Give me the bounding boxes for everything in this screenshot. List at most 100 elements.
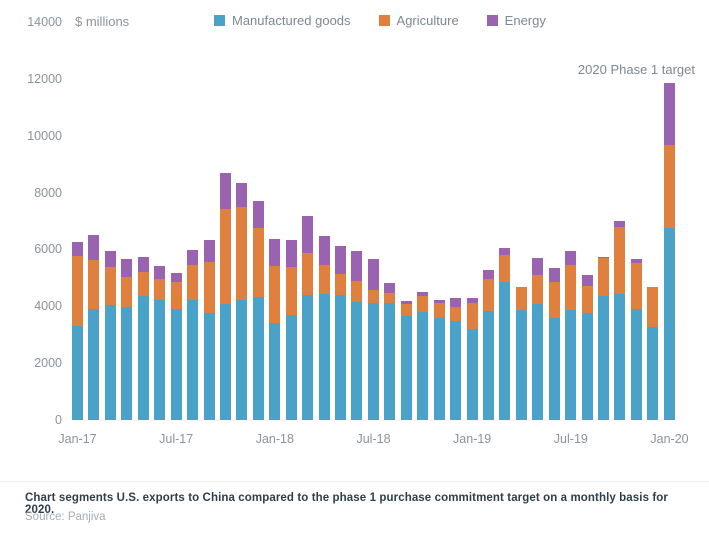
bar-dec-19 [647, 22, 659, 420]
bar-segment-energy [88, 235, 100, 260]
phase1-target-annotation: 2020 Phase 1 target [577, 62, 695, 77]
bar-segment-manufactured-goods [614, 293, 626, 420]
bar-segment-energy [170, 273, 182, 282]
bar-may-19 [532, 22, 544, 420]
bar-aug-18 [384, 22, 396, 420]
bar-jun-17 [154, 22, 166, 420]
bar-oct-17 [219, 22, 231, 420]
x-tick-label-jan-20: Jan-20 [650, 432, 689, 446]
bar-segment-energy [154, 265, 166, 279]
bar-sep-19 [598, 22, 609, 420]
bar-segment-agriculture [335, 274, 346, 295]
bar-segment-energy [614, 221, 626, 228]
bar-segment-energy [285, 240, 297, 268]
bar-jul-19 [565, 22, 577, 420]
bar-segment-agriculture [532, 275, 544, 305]
bar-segment-agriculture [565, 265, 577, 311]
bar-feb-17 [88, 22, 100, 420]
bar-oct-19 [614, 22, 626, 420]
bar-segment-energy [400, 301, 412, 305]
bar-segment-agriculture [433, 303, 445, 319]
bar-segment-manufactured-goods [515, 309, 527, 420]
bar-segment-manufactured-goods [121, 307, 133, 420]
bar-mar-18 [302, 22, 314, 420]
bar-segment-agriculture [104, 266, 116, 305]
bar-segment-manufactured-goods [433, 318, 445, 420]
x-tick-label-jan-18: Jan-18 [255, 432, 294, 446]
bar-oct-18 [417, 22, 429, 420]
bar-segment-agriculture [351, 280, 363, 302]
bar-segment-energy [302, 215, 314, 254]
bar-segment-energy [433, 300, 445, 304]
bar-segment-manufactured-goods [499, 281, 511, 420]
bar-segment-manufactured-goods [548, 318, 560, 420]
bar-segment-agriculture [400, 304, 412, 316]
bar-segment-energy [565, 250, 577, 266]
legend-item-energy: Energy [486, 13, 546, 28]
y-tick-label: 10000 [27, 128, 62, 143]
bar-nov-17 [236, 22, 248, 420]
bar-segment-energy [137, 256, 149, 272]
legend-item-agriculture: Agriculture [378, 13, 459, 28]
bar-segment-energy [335, 245, 346, 275]
bar-segment-energy [663, 83, 675, 146]
bar-segment-agriculture [450, 306, 462, 322]
y-tick-label: 14000 [27, 15, 62, 29]
bar-segment-manufactured-goods [318, 293, 330, 420]
bar-jun-18 [351, 22, 363, 420]
bar-segment-energy [104, 250, 116, 267]
bar-jan-20 [663, 22, 675, 420]
bar-jul-17 [170, 22, 182, 420]
bar-segment-agriculture [630, 262, 642, 310]
bar-feb-19 [482, 22, 494, 420]
bar-jan-18 [269, 22, 281, 420]
bar-segment-manufactured-goods [647, 326, 659, 420]
bar-apr-19 [515, 22, 527, 420]
caption-divider-line [0, 481, 709, 482]
bar-segment-agriculture [219, 208, 231, 304]
bar-segment-agriculture [88, 259, 100, 310]
bar-segment-manufactured-goods [88, 309, 100, 420]
bar-segment-manufactured-goods [384, 303, 396, 420]
bar-segment-agriculture [269, 265, 281, 323]
bar-segment-manufactured-goods [532, 304, 544, 420]
legend-label: Manufactured goods [232, 13, 351, 28]
bar-segment-energy [417, 292, 429, 297]
bar-apr-17 [121, 22, 133, 420]
bar-jan-19 [466, 22, 478, 420]
bar-segment-manufactured-goods [482, 311, 494, 420]
bar-segment-manufactured-goods [663, 228, 675, 420]
bar-segment-energy [450, 297, 462, 307]
bar-nov-19 [630, 22, 642, 420]
bar-segment-energy [384, 282, 396, 293]
bar-apr-18 [318, 22, 330, 420]
bar-segment-agriculture [663, 145, 675, 229]
bar-segment-energy [532, 258, 544, 276]
bar-segment-manufactured-goods [565, 310, 577, 420]
bar-feb-18 [285, 22, 297, 420]
bar-segment-agriculture [285, 267, 297, 316]
bar-mar-17 [104, 22, 116, 420]
bar-segment-agriculture [72, 256, 83, 327]
bar-segment-agriculture [548, 281, 560, 319]
bar-segment-agriculture [236, 207, 248, 300]
bar-jun-19 [548, 22, 560, 420]
bar-segment-agriculture [203, 261, 215, 313]
bar-may-17 [137, 22, 149, 420]
bar-segment-manufactured-goods [72, 326, 83, 420]
bar-segment-manufactured-goods [630, 309, 642, 420]
bar-segment-energy [203, 239, 215, 262]
bar-dec-17 [252, 22, 264, 420]
legend-label: Agriculture [396, 13, 459, 28]
stacked-bars-plot-area [72, 22, 675, 420]
bar-segment-energy [581, 275, 593, 287]
bar-segment-energy [252, 200, 264, 229]
bar-segment-manufactured-goods [170, 309, 182, 420]
bar-segment-agriculture [121, 277, 133, 308]
legend-swatch-icon [214, 15, 225, 26]
y-tick-label: 6000 [34, 242, 62, 257]
chart-caption: Chart segments U.S. exports to China com… [25, 492, 668, 516]
x-axis-tick-labels: Jan-17 Jul-17 Jan-18 Jul-18 Jan-19 Jul-19 Jan-… [0, 432, 709, 450]
bar-segment-energy [466, 297, 478, 303]
